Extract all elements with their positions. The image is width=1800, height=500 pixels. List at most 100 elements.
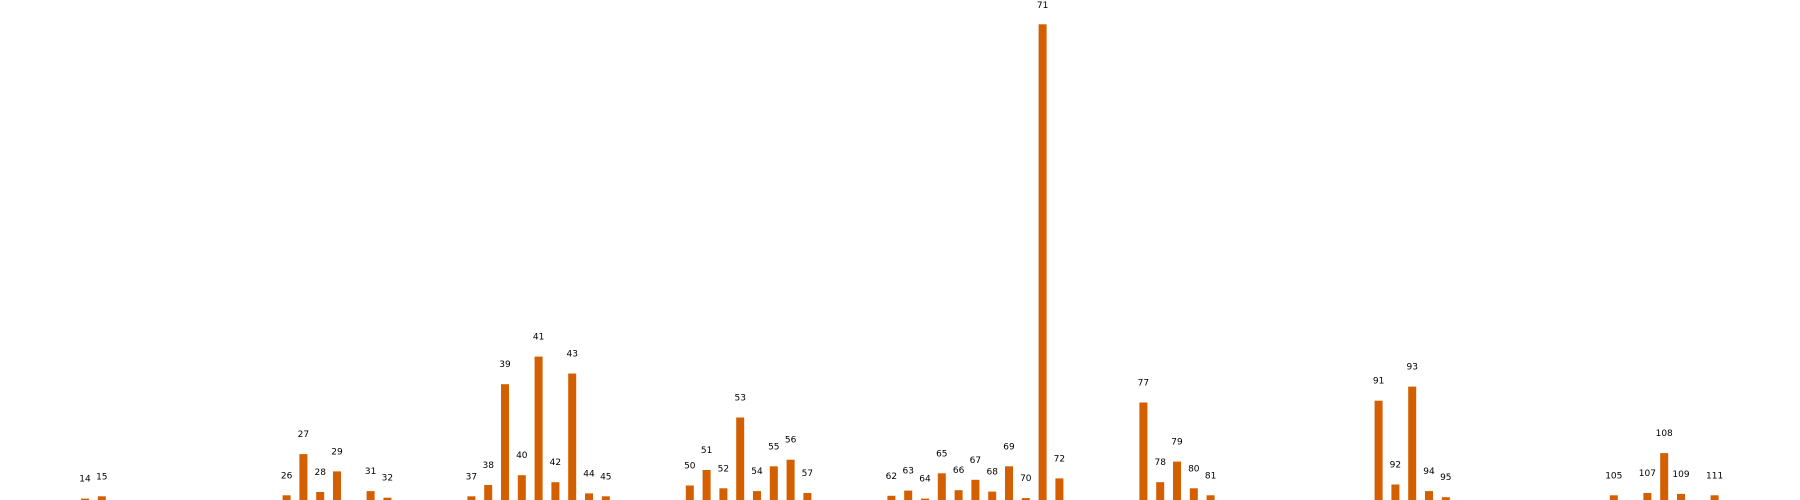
bar-label-66: 66 [953, 466, 965, 476]
bar-55 [769, 466, 778, 500]
bar-14 [81, 498, 89, 500]
bar-label-64: 64 [919, 475, 931, 485]
bar-label-37: 37 [466, 472, 477, 482]
bar-66 [954, 490, 963, 500]
bar-label-27: 27 [298, 430, 309, 440]
bar-94 [1425, 491, 1433, 500]
bar-69 [1005, 466, 1013, 500]
bar-41 [534, 356, 543, 500]
bar-label-95: 95 [1440, 473, 1451, 483]
bar-label-40: 40 [516, 451, 528, 461]
bar-label-78: 78 [1154, 458, 1166, 468]
bar-63 [904, 490, 913, 500]
bar-107 [1643, 493, 1652, 500]
bar-50 [685, 485, 694, 500]
bar-label-92: 92 [1390, 461, 1401, 471]
bar-44 [585, 493, 593, 500]
bar-37 [467, 496, 476, 500]
bar-label-45: 45 [600, 472, 611, 482]
bar-label-70: 70 [1020, 474, 1032, 484]
bar-43 [568, 373, 577, 500]
bar-label-81: 81 [1205, 471, 1216, 481]
bar-label-68: 68 [986, 468, 998, 478]
bar-label-111: 111 [1706, 471, 1723, 481]
bar-label-93: 93 [1406, 363, 1417, 373]
bar-56 [786, 459, 795, 500]
bar-68 [988, 491, 997, 500]
bar-42 [551, 482, 560, 500]
bar-64 [921, 498, 929, 500]
bar-78 [1156, 482, 1165, 500]
bar-57 [803, 493, 812, 500]
bar-label-105: 105 [1605, 471, 1622, 481]
bar-label-41: 41 [533, 333, 544, 343]
bar-label-57: 57 [802, 469, 813, 479]
bar-label-108: 108 [1656, 429, 1673, 439]
bars-group [81, 24, 1719, 500]
bar-29 [333, 471, 341, 500]
bar-51 [702, 470, 711, 500]
bar-label-43: 43 [566, 350, 577, 360]
bar-label-77: 77 [1138, 379, 1149, 389]
bar-label-63: 63 [902, 467, 913, 477]
bar-label-62: 62 [886, 472, 897, 482]
bar-26 [282, 495, 291, 500]
bar-40 [517, 475, 526, 500]
bar-labels-group: 14 15 26 27 28 29 31 32 37 38 39 40 41 42 43 44 45 50 51 52… [79, 1, 1723, 485]
bar-39 [501, 384, 509, 500]
bar-52 [719, 488, 728, 500]
bar-28 [316, 492, 325, 500]
bar-label-32: 32 [382, 474, 393, 484]
bar-label-67: 67 [970, 456, 981, 466]
bar-label-29: 29 [331, 447, 343, 457]
bar-70 [1021, 498, 1030, 500]
bar-label-26: 26 [281, 471, 293, 481]
bar-45 [601, 496, 610, 500]
bar-label-53: 53 [734, 394, 745, 404]
bar-label-91: 91 [1373, 377, 1384, 387]
bar-label-15: 15 [96, 472, 107, 482]
bar-label-107: 107 [1639, 469, 1656, 479]
bar-label-31: 31 [365, 467, 376, 477]
bar-27 [299, 454, 308, 500]
bar-105 [1609, 495, 1618, 500]
bar-label-79: 79 [1171, 438, 1183, 448]
bar-72 [1055, 478, 1064, 500]
bar-92 [1391, 484, 1400, 500]
bar-label-38: 38 [482, 461, 494, 471]
bar-71 [1038, 24, 1047, 500]
bar-label-52: 52 [718, 464, 729, 474]
bar-93 [1408, 386, 1417, 500]
bar-77 [1139, 402, 1148, 500]
bar-79 [1173, 461, 1181, 500]
bar-15 [97, 496, 106, 500]
bar-32 [383, 497, 392, 500]
bar-label-54: 54 [751, 467, 763, 477]
bar-label-80: 80 [1188, 464, 1200, 474]
bar-label-72: 72 [1054, 454, 1065, 464]
bar-111 [1710, 495, 1719, 500]
bar-65 [937, 473, 946, 500]
bar-109 [1677, 493, 1685, 500]
bar-label-44: 44 [583, 469, 595, 479]
bar-label-42: 42 [550, 458, 561, 468]
bar-label-94: 94 [1423, 467, 1435, 477]
bar-53 [736, 417, 745, 500]
bar-label-55: 55 [768, 442, 779, 452]
bar-label-28: 28 [314, 468, 326, 478]
bar-label-69: 69 [1003, 442, 1015, 452]
bar-54 [753, 491, 761, 500]
bar-95 [1441, 497, 1450, 500]
bar-label-14: 14 [79, 475, 91, 485]
bar-label-65: 65 [936, 449, 947, 459]
bar-label-56: 56 [785, 436, 797, 446]
bar-label-109: 109 [1672, 470, 1689, 480]
bar-62 [887, 495, 896, 500]
bar-label-50: 50 [684, 462, 696, 472]
bar-91 [1374, 400, 1383, 500]
bar-80 [1189, 488, 1198, 500]
bar-38 [484, 485, 493, 500]
bar-108 [1660, 453, 1669, 500]
bar-label-39: 39 [499, 360, 511, 370]
bar-label-71: 71 [1037, 1, 1048, 11]
